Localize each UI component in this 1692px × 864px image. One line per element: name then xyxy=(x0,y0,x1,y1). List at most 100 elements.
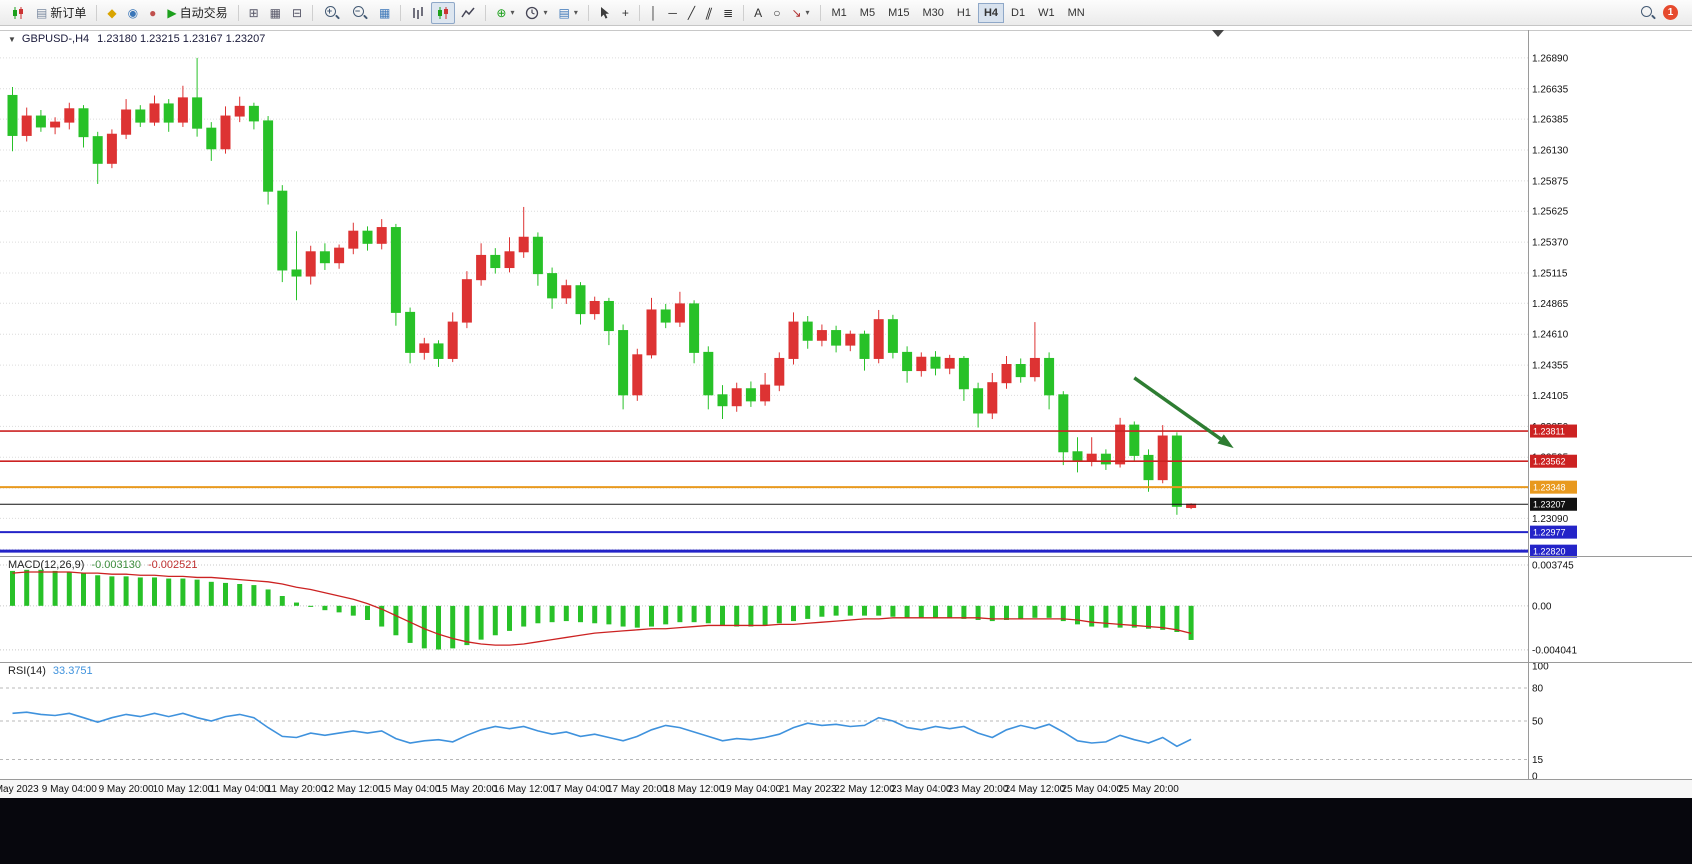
candle xyxy=(35,109,46,132)
periods-button[interactable]: ▾ xyxy=(520,2,552,24)
line-chart-button[interactable] xyxy=(456,2,480,24)
candle xyxy=(1001,356,1012,389)
toolbar-separator xyxy=(400,4,402,21)
candle-body xyxy=(944,357,955,369)
trendline-button-glyph: ╱ xyxy=(687,5,696,20)
bar-chart-button[interactable] xyxy=(406,2,430,24)
cursor-button[interactable] xyxy=(594,2,616,24)
candle-body xyxy=(376,227,387,244)
timeframe-button-h4[interactable]: H4 xyxy=(977,2,1005,23)
candle-body xyxy=(121,109,132,135)
candle xyxy=(163,99,174,132)
candle xyxy=(7,86,18,152)
candle-body xyxy=(1015,364,1026,378)
candle xyxy=(902,346,913,383)
candle-body xyxy=(35,115,46,128)
market-watch-icon[interactable]: ◆ xyxy=(102,2,121,24)
zoom-in-icon[interactable]: + xyxy=(318,2,345,24)
notification-badge[interactable]: 1 xyxy=(1663,5,1678,20)
horizontal-price-lines[interactable] xyxy=(0,430,1528,553)
fibonacci-button[interactable]: ≣ xyxy=(718,2,738,24)
trendline-button[interactable]: ╱ xyxy=(683,2,700,24)
shapes-button[interactable]: ○ xyxy=(768,2,785,24)
new-chart-icon-glyph: ⊞ xyxy=(248,5,259,20)
text-button[interactable]: A xyxy=(749,2,767,24)
date-label: 16 May 12:00 xyxy=(493,784,554,795)
pane-frame xyxy=(0,30,1692,780)
zoom-out-icon-sign: − xyxy=(354,5,361,16)
autotrading-button-label: 自动交易 xyxy=(179,6,228,20)
trend-arrow-annotation[interactable] xyxy=(1133,376,1234,449)
macd-scale-label: 0.003745 xyxy=(1532,560,1574,571)
date-label: 9 May 04:00 xyxy=(42,784,97,795)
vertical-line-button[interactable]: │ xyxy=(645,2,663,24)
candle xyxy=(674,291,685,327)
price-tick-label: 1.26385 xyxy=(1532,115,1569,126)
candlestick-button[interactable] xyxy=(431,1,456,24)
candle-body xyxy=(1100,453,1111,465)
candle xyxy=(305,245,316,285)
navigator-icon[interactable]: ● xyxy=(144,2,161,24)
candle-body xyxy=(561,285,572,299)
navigator-icon-glyph: ● xyxy=(149,5,157,20)
price-tick-label: 1.26130 xyxy=(1532,145,1569,156)
data-window-icon[interactable]: ◉ xyxy=(123,2,143,24)
profiles-icon[interactable]: ▦ xyxy=(265,2,286,24)
toolbar-separator xyxy=(819,4,821,21)
timeframe-button-m1[interactable]: M1 xyxy=(826,3,853,23)
autotrading-button[interactable]: ▶ 自动交易 xyxy=(162,2,232,24)
templates-button[interactable]: ▤ ▾ xyxy=(553,2,582,24)
price-tick-label: 1.25370 xyxy=(1532,238,1569,249)
toolbar: ▤ 新订单 ◆ ◉ ● ▶ 自动交易 ⊞ ▦ ⊟ + − ▦ ⊕ ▾ ▾ ▤ ▾ + │ ─ ╱ ∥ ≣ A ○ ↘ ▾ M1 M5 M15… xyxy=(0,0,1692,26)
date-label: 23 May 20:00 xyxy=(948,784,1009,795)
crosshair-button[interactable]: + xyxy=(617,2,634,24)
tile-windows-icon[interactable]: ▦ xyxy=(374,2,395,24)
rsi-scale-label: 80 xyxy=(1532,684,1544,695)
price-line-badge xyxy=(1530,544,1577,558)
arrows-button-caret: ▾ xyxy=(805,8,810,17)
timeframe-button-m15[interactable]: M15 xyxy=(882,3,915,23)
candle-body xyxy=(916,356,927,372)
horizontal-line-button[interactable]: ─ xyxy=(663,2,682,24)
candle xyxy=(646,297,657,359)
candle-body xyxy=(362,230,373,244)
current-price-badge xyxy=(1530,497,1577,511)
price-line-badge-label: 1.23348 xyxy=(1533,483,1566,493)
chart-window-icon xyxy=(6,2,30,24)
candle-body xyxy=(774,357,785,386)
vertical-line-button-glyph: │ xyxy=(649,5,658,20)
candle-body xyxy=(689,303,700,353)
candle xyxy=(518,206,529,258)
candle xyxy=(845,330,856,352)
channel-button[interactable]: ∥ xyxy=(701,2,717,24)
search-icon[interactable] xyxy=(1639,4,1656,21)
candle-body xyxy=(163,103,174,123)
zoom-out-icon-glyph: − xyxy=(351,4,368,21)
new-order-button[interactable]: ▤ 新订单 xyxy=(31,2,91,24)
candle-body xyxy=(973,388,984,414)
candle-body xyxy=(1001,364,1012,384)
history-center-icon[interactable]: ⊟ xyxy=(287,2,307,24)
one-click-trading-toggle[interactable]: ▼ xyxy=(8,34,16,44)
add-indicator-button[interactable]: ⊕ ▾ xyxy=(491,2,519,24)
timeframe-button-m5[interactable]: M5 xyxy=(854,3,881,23)
candle-body xyxy=(831,330,842,346)
candle xyxy=(447,312,458,363)
zoom-out-icon[interactable]: − xyxy=(346,2,373,24)
candle-body xyxy=(220,115,231,150)
date-label: 8 May 2023 xyxy=(0,784,39,795)
new-chart-icon[interactable]: ⊞ xyxy=(244,2,264,24)
chart-shift-marker[interactable] xyxy=(1212,30,1224,37)
macd-indicator xyxy=(10,569,1194,650)
candle-body xyxy=(419,343,430,353)
bottom-dark-area xyxy=(0,798,1692,864)
timeframe-button-h1[interactable]: H1 xyxy=(951,3,977,23)
timeframe-button-m30[interactable]: M30 xyxy=(916,3,949,23)
timeframe-button-d1[interactable]: D1 xyxy=(1005,3,1031,23)
timeframe-button-mn[interactable]: MN xyxy=(1062,3,1091,23)
timeframe-button-w1[interactable]: W1 xyxy=(1032,3,1061,23)
arrows-button[interactable]: ↘ ▾ xyxy=(786,2,814,24)
